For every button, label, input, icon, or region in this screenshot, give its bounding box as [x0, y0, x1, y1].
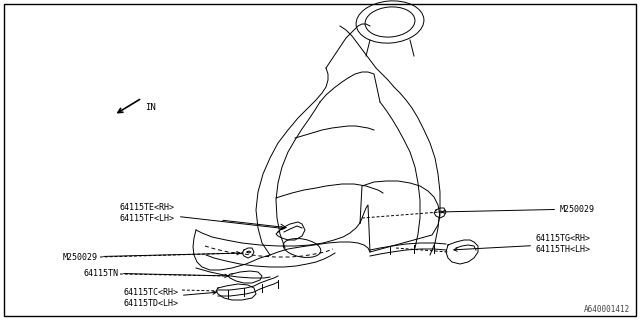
Text: M250029: M250029 [442, 204, 595, 213]
Text: 64115TC<RH>
64115TD<LH>: 64115TC<RH> 64115TD<LH> [123, 288, 216, 308]
Text: A640001412: A640001412 [584, 305, 630, 314]
Text: M250029: M250029 [63, 252, 240, 261]
Text: 64115TE<RH>
64115TF<LH>: 64115TE<RH> 64115TF<LH> [120, 203, 284, 230]
Text: 64115TG<RH>
64115TH<LH>: 64115TG<RH> 64115TH<LH> [454, 234, 591, 254]
Text: IN: IN [145, 103, 156, 112]
Text: 64115TN: 64115TN [83, 268, 228, 277]
